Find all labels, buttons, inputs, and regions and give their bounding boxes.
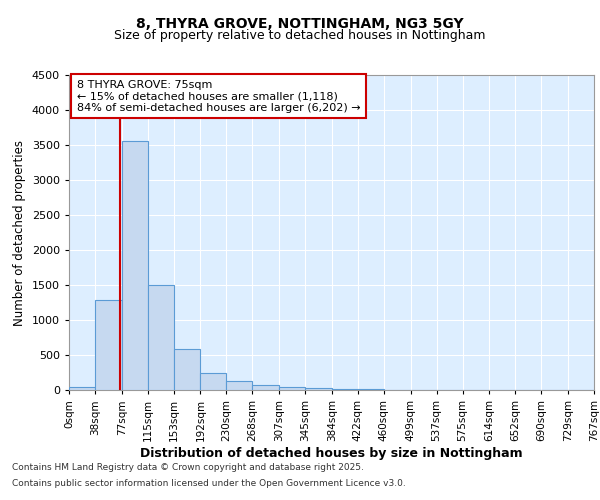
Text: Contains public sector information licensed under the Open Government Licence v3: Contains public sector information licen… — [12, 478, 406, 488]
Bar — [253, 385, 279, 390]
Bar — [332, 389, 358, 390]
Bar — [200, 373, 226, 390]
Bar — [279, 387, 305, 390]
Bar — [226, 381, 253, 390]
Bar — [305, 388, 332, 390]
Bar — [95, 300, 122, 390]
Bar — [148, 285, 174, 390]
Bar — [174, 348, 200, 390]
Bar — [69, 386, 95, 390]
Y-axis label: Number of detached properties: Number of detached properties — [13, 140, 26, 326]
Bar — [122, 142, 148, 390]
Text: Size of property relative to detached houses in Nottingham: Size of property relative to detached ho… — [114, 29, 486, 42]
Text: 8, THYRA GROVE, NOTTINGHAM, NG3 5GY: 8, THYRA GROVE, NOTTINGHAM, NG3 5GY — [136, 18, 464, 32]
Text: 8 THYRA GROVE: 75sqm
← 15% of detached houses are smaller (1,118)
84% of semi-de: 8 THYRA GROVE: 75sqm ← 15% of detached h… — [77, 80, 361, 113]
Text: Contains HM Land Registry data © Crown copyright and database right 2025.: Contains HM Land Registry data © Crown c… — [12, 464, 364, 472]
X-axis label: Distribution of detached houses by size in Nottingham: Distribution of detached houses by size … — [140, 446, 523, 460]
